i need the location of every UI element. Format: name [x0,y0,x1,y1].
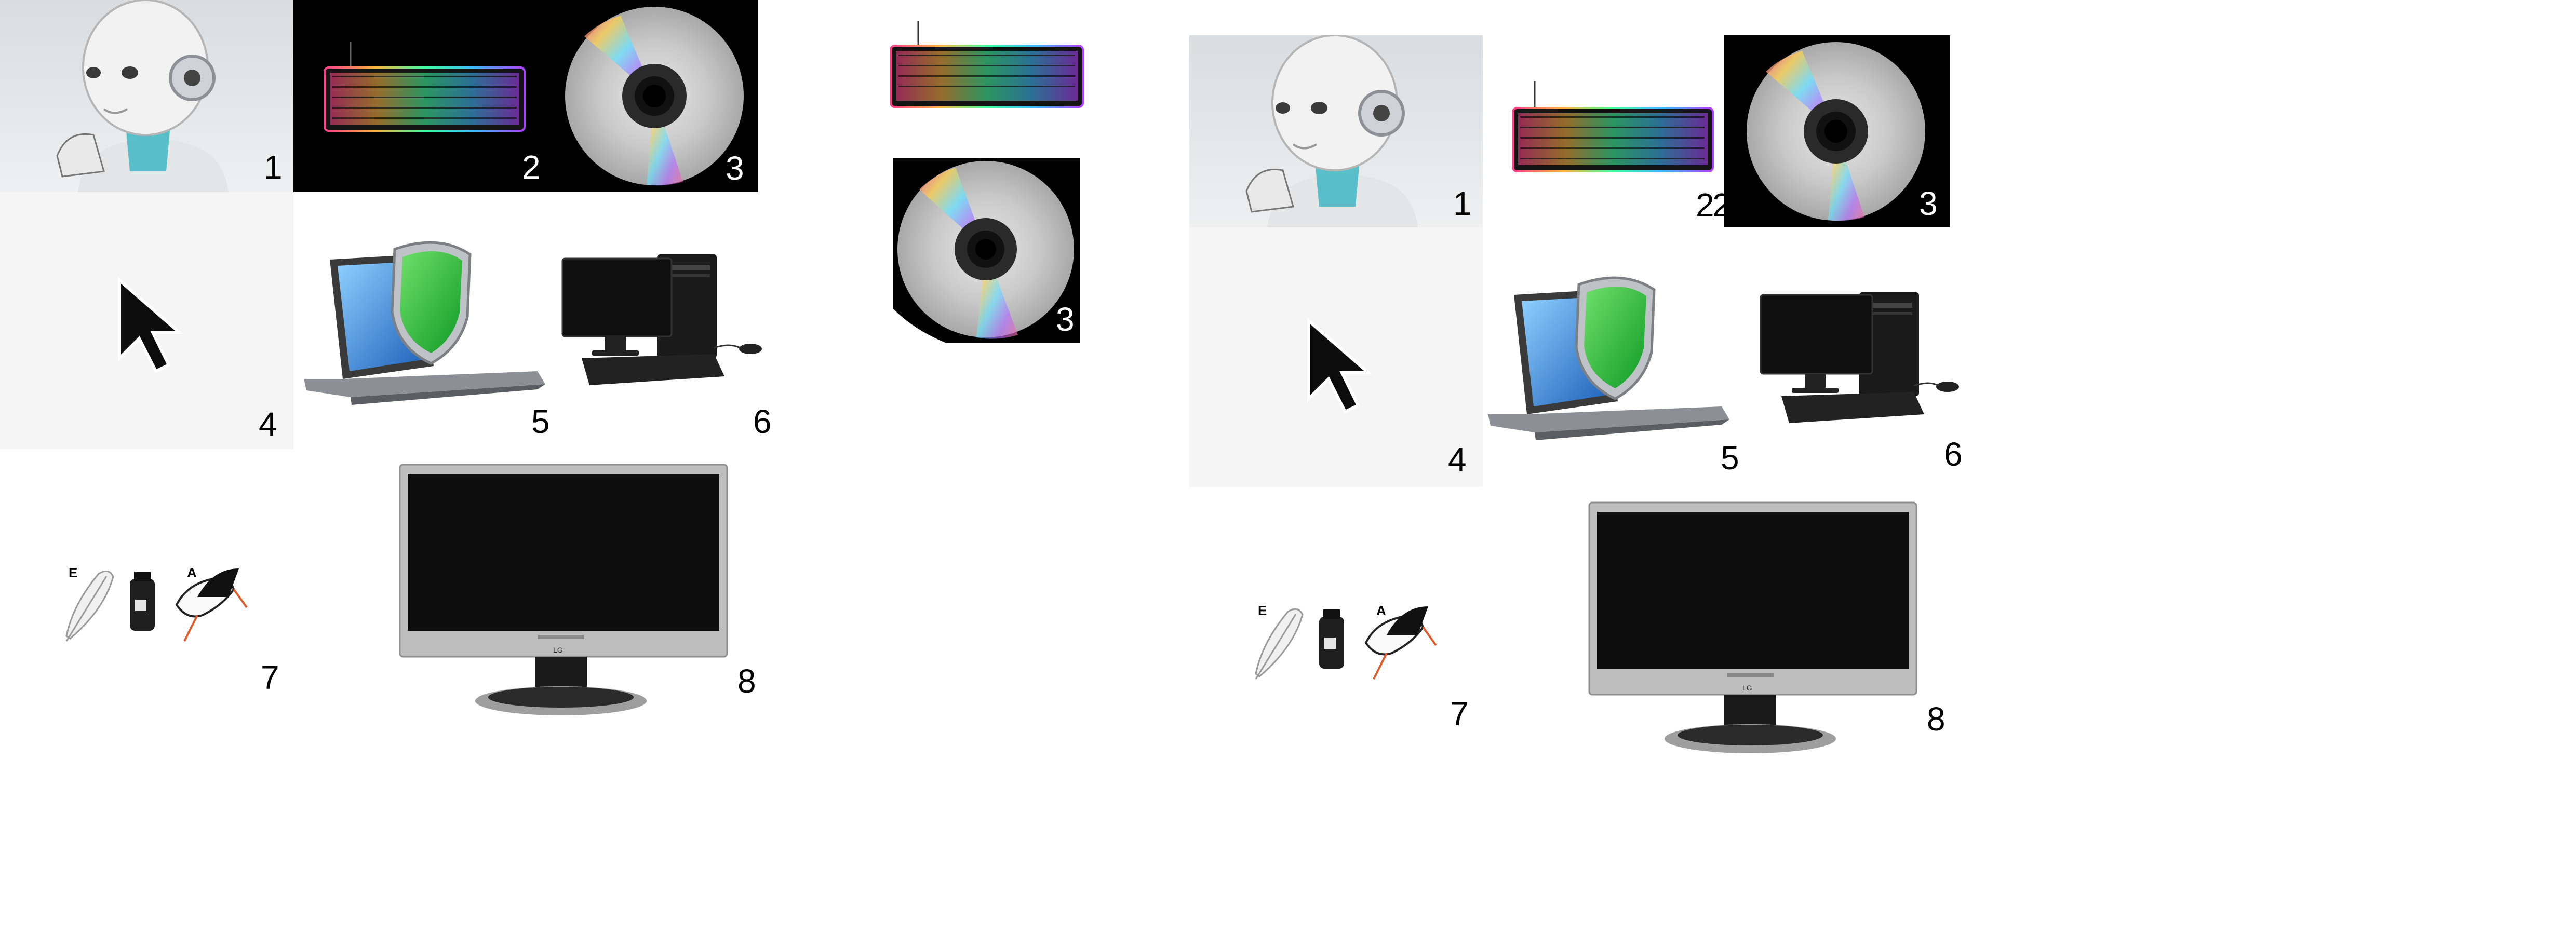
left-tile-7[interactable]: E A 7 [0,449,293,703]
right-tile-8[interactable]: LG 8 [1483,487,1968,778]
right-tile-4[interactable]: 4 [1189,227,1483,487]
right-tile-1[interactable]: 1 [1189,35,1483,227]
tile-number: 4 [259,405,277,443]
tile-number-overlap: 2 [1712,186,1724,224]
tile-number: 5 [531,403,550,440]
tile-number: 7 [1450,695,1469,733]
tile-number: 4 [1448,441,1467,478]
feather-ink-stork-icon [65,568,248,642]
tile-number: 5 [1721,439,1739,477]
right-tile-7[interactable]: E A 7 [1189,487,1483,741]
keyboard-icon [1512,81,1714,172]
tile-number: 3 [726,150,744,187]
cursor-icon [118,277,184,373]
monitor-icon [399,464,728,715]
tile-letter-e: E [1258,603,1267,618]
keyboard-icon [890,21,1084,108]
tile-number: 3 [1056,301,1075,338]
tile-letter-e: E [69,565,78,580]
tile-number: 3 [1919,185,1938,222]
feather-ink-stork-icon [1255,606,1437,680]
tile-number: 6 [753,403,772,440]
disc-icon [1747,42,1925,221]
tile-number: 2 [522,148,541,186]
right-tile-3[interactable]: 3 [1724,35,1950,227]
laptop-shield-icon [304,241,545,405]
left-tile-8[interactable]: LG 8 [293,449,779,740]
tile-number: 8 [737,662,756,700]
left-tile-3[interactable]: 3 [553,0,758,192]
tile-number: 2 [1696,186,1714,224]
desktop-computer-icon [1760,292,1959,423]
right-tile-2[interactable]: 2 2 [1483,35,1724,227]
desktop-computer-icon [561,254,762,385]
tile-letter-a: A [1376,603,1386,618]
left-tile-2[interactable]: 2 [293,0,553,192]
left-tile-1[interactable]: 1 [0,0,293,192]
right-tile-5[interactable]: 5 [1483,227,1742,487]
robot-icon [0,0,293,192]
brand-logo: LG [1742,684,1752,692]
robot-icon [1189,35,1483,227]
disc-icon [565,7,744,186]
tile-number: 8 [1927,700,1946,738]
middle-disc[interactable]: 3 [893,158,1080,343]
tile-number: 1 [264,148,283,186]
monitor-icon [1588,501,1917,753]
middle-keyboard[interactable] [883,16,1091,114]
laptop-shield-icon [1488,276,1729,440]
keyboard-icon [324,42,526,132]
tile-letter-a: A [187,565,197,580]
left-tile-4[interactable]: 4 [0,192,293,449]
disc-icon [893,158,1080,343]
right-tile-6[interactable]: 6 [1742,227,1968,487]
left-tile-5[interactable]: 5 [293,192,553,449]
cursor-icon [1307,317,1373,414]
tile-number: 7 [261,659,279,696]
tile-number: 1 [1453,185,1472,222]
tile-number: 6 [1944,436,1963,473]
brand-logo: LG [553,646,563,654]
left-tile-6[interactable]: 6 [553,192,779,449]
